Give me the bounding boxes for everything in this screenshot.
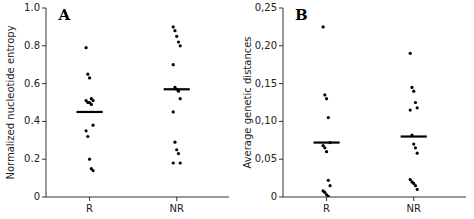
dot bbox=[173, 29, 176, 32]
y-tick bbox=[279, 83, 283, 84]
x-axis bbox=[283, 197, 466, 198]
dot bbox=[86, 135, 89, 138]
x-tick-label: R bbox=[86, 203, 93, 214]
dot bbox=[414, 146, 417, 149]
dot bbox=[327, 195, 330, 197]
y-axis bbox=[46, 8, 47, 197]
dot bbox=[88, 76, 91, 79]
y-axis-label: Average genetic distances bbox=[242, 36, 253, 168]
dot bbox=[412, 142, 415, 145]
panel: 0 0.2 0.4 0.6 0.8 1.0 R NR Normalized nucleotide… bbox=[5, 2, 229, 214]
dot bbox=[84, 129, 87, 132]
dot bbox=[91, 169, 94, 172]
dot bbox=[179, 44, 182, 47]
x-tick bbox=[326, 197, 327, 201]
dot bbox=[323, 93, 326, 96]
dot bbox=[177, 40, 180, 43]
dot bbox=[325, 150, 328, 153]
dot bbox=[416, 152, 419, 155]
y-tick bbox=[42, 45, 46, 46]
y-tick bbox=[42, 83, 46, 84]
dot bbox=[409, 52, 412, 55]
dot bbox=[321, 25, 324, 28]
y-tick bbox=[42, 121, 46, 122]
median-line bbox=[77, 111, 103, 113]
figure: 0 0.2 0.4 0.6 0.8 1.0 R NR Normalized nucleotide… bbox=[0, 0, 474, 219]
y-tick bbox=[279, 8, 283, 9]
dot bbox=[172, 110, 175, 113]
y-tick-label: 0 bbox=[34, 191, 40, 202]
y-tick bbox=[279, 121, 283, 122]
x-tick bbox=[176, 197, 177, 201]
x-tick bbox=[413, 197, 414, 201]
dot bbox=[414, 184, 417, 187]
y-axis bbox=[283, 8, 284, 197]
y-tick-label: 0,15 bbox=[255, 78, 277, 89]
plot-area bbox=[77, 25, 190, 172]
dot bbox=[414, 101, 417, 104]
dot bbox=[177, 152, 180, 155]
median-line bbox=[314, 141, 340, 143]
dot bbox=[409, 108, 412, 111]
y-tick-label: 0.8 bbox=[24, 40, 40, 51]
panel-label: A bbox=[57, 6, 70, 24]
y-tick bbox=[279, 197, 283, 198]
dot bbox=[172, 161, 175, 164]
y-axis-label: Normalized nucleotide entropy bbox=[5, 25, 16, 179]
dot bbox=[416, 188, 419, 191]
x-tick-label: NR bbox=[169, 203, 183, 214]
panel: 0 0,05 0,10 0,15 0,20 0,25 R NR Average genetic … bbox=[242, 2, 466, 214]
dot bbox=[325, 97, 328, 100]
dot bbox=[175, 148, 178, 151]
dot bbox=[328, 184, 331, 187]
y-tick-label: 0,25 bbox=[255, 2, 277, 13]
y-tick bbox=[42, 197, 46, 198]
y-tick bbox=[42, 159, 46, 160]
x-axis bbox=[46, 197, 229, 198]
dot bbox=[412, 90, 415, 93]
y-tick-label: 0.2 bbox=[24, 153, 40, 164]
plot-area bbox=[314, 25, 427, 197]
dot bbox=[327, 179, 330, 182]
y-tick-label: 0,20 bbox=[255, 40, 277, 51]
dot bbox=[175, 35, 178, 38]
panel-label: B bbox=[295, 6, 308, 24]
dot bbox=[91, 99, 94, 102]
dot bbox=[179, 97, 182, 100]
dot bbox=[90, 103, 93, 106]
dot bbox=[88, 158, 91, 161]
dot bbox=[172, 63, 175, 66]
dot bbox=[84, 46, 87, 49]
dot bbox=[172, 25, 175, 28]
x-tick-label: R bbox=[323, 203, 330, 214]
dot bbox=[416, 106, 419, 109]
dot bbox=[179, 161, 182, 164]
y-tick-label: 1.0 bbox=[24, 2, 40, 13]
dot bbox=[327, 116, 330, 119]
dot bbox=[86, 73, 89, 76]
dot bbox=[91, 124, 94, 127]
dot bbox=[323, 146, 326, 149]
y-tick bbox=[279, 45, 283, 46]
median-line bbox=[401, 135, 427, 137]
y-tick-label: 0 bbox=[271, 191, 277, 202]
x-tick bbox=[89, 197, 90, 201]
x-tick-label: NR bbox=[406, 203, 420, 214]
y-tick bbox=[279, 159, 283, 160]
dot bbox=[173, 141, 176, 144]
y-tick-label: 0.4 bbox=[24, 115, 40, 126]
y-tick-label: 0,05 bbox=[255, 153, 277, 164]
y-tick bbox=[42, 8, 46, 9]
y-tick-label: 0,10 bbox=[255, 115, 277, 126]
dot bbox=[410, 86, 413, 89]
median-line bbox=[164, 88, 190, 90]
y-tick-label: 0.6 bbox=[24, 78, 40, 89]
